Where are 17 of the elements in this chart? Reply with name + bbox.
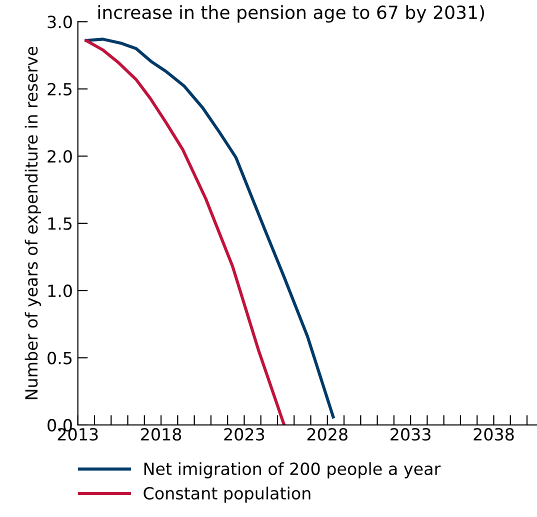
y-tick-label: 3.0 <box>48 16 72 28</box>
legend-label: Net imigration of 200 people a year <box>144 462 441 478</box>
y-tick-label: 0.5 <box>48 352 72 364</box>
y-axis-title: Number of years of expenditure in reserve <box>24 46 41 400</box>
y-tick-label: 2.5 <box>48 82 72 96</box>
line-series <box>84 38 335 418</box>
x-tick-label: 2023 <box>224 428 264 441</box>
x-tick-label: 2033 <box>390 428 430 441</box>
y-tick-label: 2.0 <box>48 150 72 163</box>
x-tick-label: 2028 <box>307 428 348 441</box>
x-tick-label: 2038 <box>474 428 514 441</box>
x-tick-label: 2018 <box>141 428 182 441</box>
y-tick-label: 1.0 <box>48 284 72 298</box>
legend-label: Constant population <box>144 486 310 503</box>
chart-title: increase in the pension age to 67 by 2031) <box>98 5 484 23</box>
y-tick-label: 1.5 <box>48 218 72 230</box>
line-series <box>84 39 286 425</box>
